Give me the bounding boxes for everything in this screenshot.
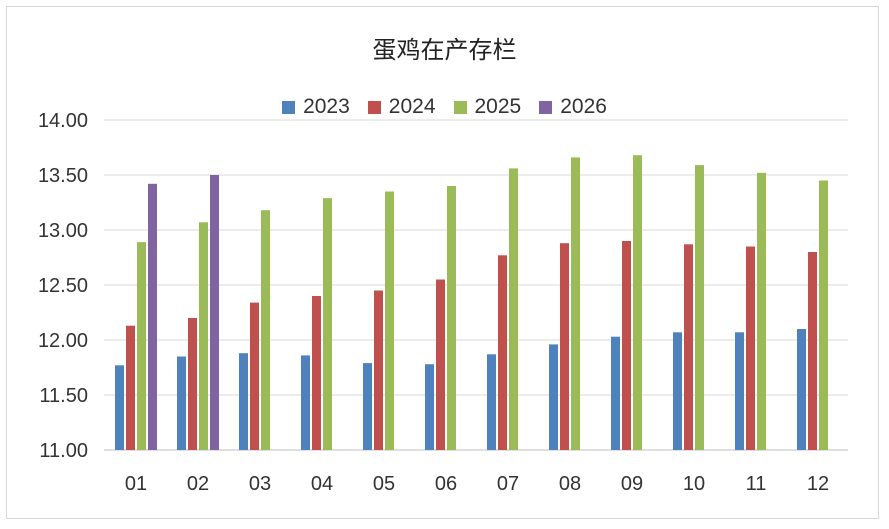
- bar-2025-07: [509, 168, 518, 450]
- bar-2023-04: [301, 355, 310, 450]
- chart-title: 蛋鸡在产存栏: [372, 36, 517, 64]
- x-tick-label: 09: [621, 473, 643, 495]
- bar-2024-02: [188, 318, 197, 450]
- x-tick-label: 04: [311, 473, 333, 495]
- legend-item-2025: 2025: [453, 95, 522, 119]
- bar-2025-02: [199, 222, 208, 450]
- bar-2025-12: [819, 180, 828, 450]
- y-tick-label: 14.00: [38, 110, 88, 132]
- bar-2023-11: [735, 332, 744, 450]
- x-tick-label: 01: [125, 473, 147, 495]
- legend-item-2024: 2024: [367, 95, 436, 119]
- bar-2025-03: [261, 210, 270, 450]
- legend: 2023 2024 2025 2026: [0, 95, 889, 119]
- bar-2025-08: [571, 157, 580, 450]
- bar-2023-08: [549, 344, 558, 450]
- x-tick-label: 12: [807, 473, 829, 495]
- bar-2024-11: [746, 246, 755, 450]
- bar-2025-01: [137, 242, 146, 450]
- bar-2026-01: [148, 183, 157, 451]
- legend-item-2026: 2026: [539, 95, 607, 119]
- y-tick-label: 13.00: [38, 220, 88, 242]
- legend-label-2024: 2024: [388, 95, 436, 118]
- legend-label-2025: 2025: [474, 95, 522, 118]
- y-tick-label: 12.50: [38, 275, 88, 297]
- legend-label-2023: 2023: [303, 95, 350, 118]
- x-tick-label: 11: [746, 473, 767, 495]
- y-tick-label: 12.00: [38, 330, 88, 352]
- bar-2023-05: [363, 363, 372, 450]
- bar-2024-12: [808, 252, 817, 450]
- bar-2023-01: [115, 365, 124, 450]
- bar-2024-03: [250, 302, 259, 450]
- legend-swatch-2026: [539, 100, 553, 114]
- bar-2023-12: [797, 329, 806, 450]
- legend-item-2023: 2023: [282, 95, 350, 119]
- bar-2024-07: [498, 255, 507, 450]
- x-tick-label: 10: [683, 473, 705, 495]
- bar-2023-02: [177, 356, 186, 450]
- bar-2024-04: [312, 296, 321, 450]
- bar-2023-06: [425, 364, 434, 450]
- bar-2025-04: [323, 198, 332, 450]
- x-tick-label: 02: [187, 473, 209, 495]
- bar-2025-05: [385, 191, 394, 450]
- bar-2024-09: [622, 241, 631, 450]
- x-tick-label: 08: [559, 473, 581, 495]
- bar-2023-09: [611, 336, 620, 450]
- bar-2024-06: [436, 279, 445, 450]
- x-tick-label: 03: [249, 473, 271, 495]
- legend-swatch-2023: [282, 100, 296, 114]
- bar-2025-06: [447, 186, 456, 450]
- bar-2025-10: [695, 165, 704, 450]
- bar-2025-11: [757, 172, 766, 451]
- y-tick-label: 11.50: [39, 385, 88, 407]
- x-tick-label: 07: [497, 473, 519, 495]
- bar-2024-05: [374, 290, 383, 450]
- bar-2026-02: [210, 175, 219, 450]
- bar-2023-03: [239, 353, 248, 450]
- legend-swatch-2024: [367, 100, 381, 114]
- y-tick-label: 13.50: [38, 165, 88, 187]
- x-tick-label: 06: [435, 473, 457, 495]
- bar-2023-07: [487, 354, 496, 450]
- bar-2024-10: [684, 244, 693, 450]
- bar-2024-08: [560, 243, 569, 450]
- y-tick-label: 11.00: [39, 440, 88, 462]
- legend-label-2026: 2026: [560, 95, 607, 118]
- bar-2023-10: [673, 332, 682, 450]
- x-tick-label: 05: [373, 473, 395, 495]
- legend-swatch-2025: [453, 100, 467, 114]
- bar-2025-09: [633, 155, 642, 450]
- bar-2024-01: [126, 325, 135, 450]
